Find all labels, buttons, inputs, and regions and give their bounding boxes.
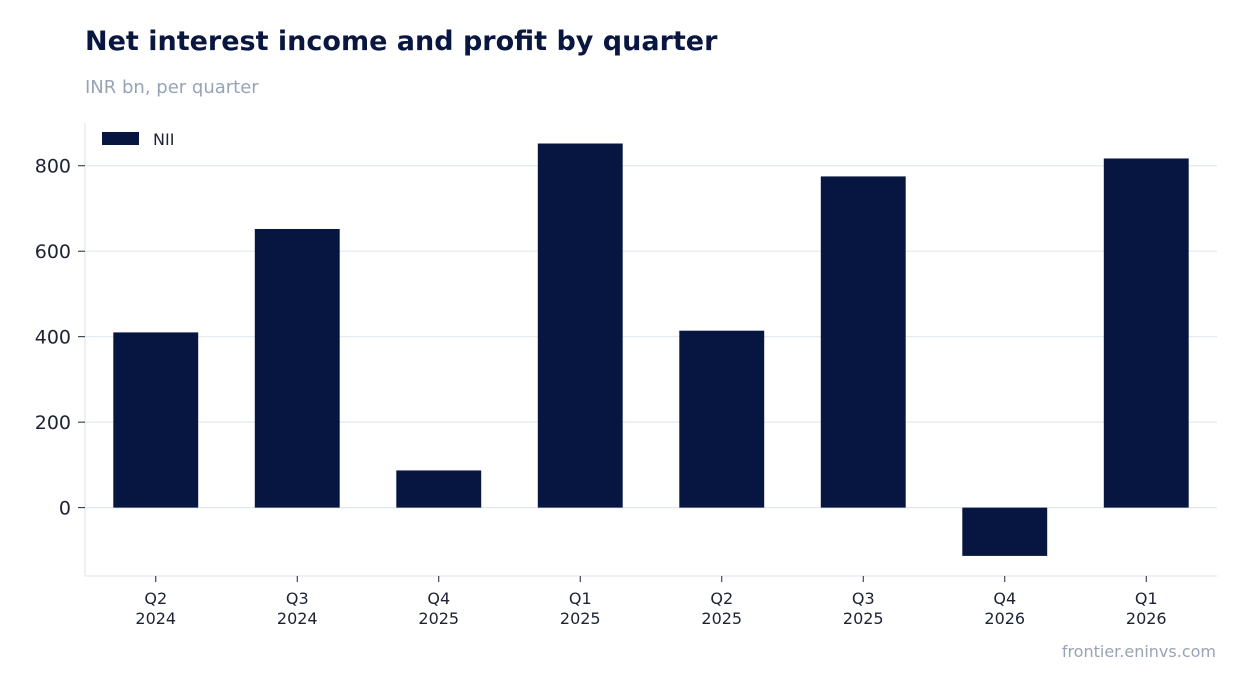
bar-q3-2025 xyxy=(820,176,906,508)
bar-q1-2026 xyxy=(1103,158,1189,508)
chart-title: Net interest income and profit by quarte… xyxy=(85,26,718,57)
x-tick-label: Q1 2026 xyxy=(1126,589,1167,628)
y-tick-label: 400 xyxy=(35,327,71,349)
legend-label: NII xyxy=(153,130,174,149)
x-tick-label: Q3 2024 xyxy=(277,589,318,628)
bar-q4-2026 xyxy=(962,507,1048,556)
x-tick-label: Q4 2025 xyxy=(418,589,459,628)
axes xyxy=(84,123,1217,577)
x-tick-label: Q1 2025 xyxy=(560,589,601,628)
bar-q2-2024 xyxy=(113,332,199,508)
source-credit: frontier.eninvs.com xyxy=(1061,642,1216,661)
y-tick-label: 0 xyxy=(59,498,71,520)
legend: NII xyxy=(102,130,174,149)
x-tick-label: Q2 2024 xyxy=(135,589,176,628)
x-tick-label: Q4 2026 xyxy=(984,589,1025,628)
bar-q1-2025 xyxy=(537,143,623,508)
bars xyxy=(113,143,1189,556)
bar-q2-2025 xyxy=(679,330,765,508)
x-tick-label: Q2 2025 xyxy=(701,589,742,628)
y-tick-label: 600 xyxy=(35,241,71,263)
legend-swatch xyxy=(102,132,139,145)
y-tick-label: 200 xyxy=(35,412,71,434)
x-tick-label: Q3 2025 xyxy=(843,589,884,628)
bar-q4-2025 xyxy=(396,470,482,508)
chart-subtitle: INR bn, per quarter xyxy=(85,77,259,98)
x-axis-ticks: Q2 2024 Q3 2024 Q4 2025 Q1 2025 Q2 2025 Q3 2025 Q4 20… xyxy=(135,576,1167,628)
bar-q3-2024 xyxy=(254,228,340,508)
y-tick-label: 800 xyxy=(35,156,71,178)
y-axis-ticks: 0 200 400 600 800 xyxy=(35,156,85,520)
